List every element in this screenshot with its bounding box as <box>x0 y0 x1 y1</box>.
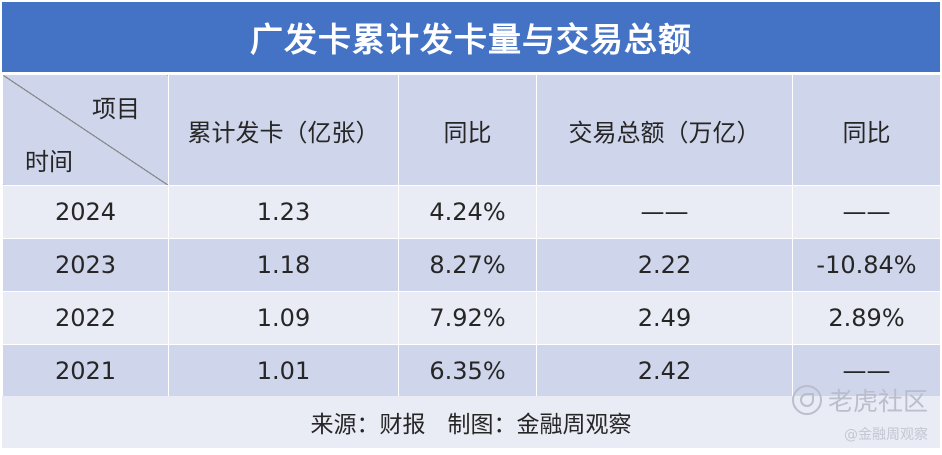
cell-cards-yoy: 4.24% <box>398 185 537 239</box>
cell-cards: 1.23 <box>168 185 399 239</box>
cell-cards-yoy: 7.92% <box>398 291 537 345</box>
cell-volume-yoy: —— <box>792 185 941 239</box>
header-row: 项目 时间 累计发卡（亿张） 同比 交易总额（万亿） 同比 <box>2 74 941 186</box>
corner-label-item: 项目 <box>92 95 140 123</box>
cell-cards: 1.01 <box>168 344 399 398</box>
cell-volume: 2.22 <box>536 238 793 292</box>
cell-year: 2024 <box>2 185 169 239</box>
cell-volume-yoy: -10.84% <box>792 238 941 292</box>
cell-year: 2023 <box>2 238 169 292</box>
cell-cards: 1.09 <box>168 291 399 345</box>
source-text: 来源：财报 制图：金融周观察 <box>310 412 632 438</box>
cell-cards: 1.18 <box>168 238 399 292</box>
cell-year: 2022 <box>2 291 169 345</box>
cell-volume-yoy: 2.89% <box>792 291 941 345</box>
source-footer: 来源：财报 制图：金融周观察 <box>2 396 940 448</box>
table-row: 2023 1.18 8.27% 2.22 -10.84% <box>2 238 941 292</box>
watermark-brand: 老虎社区 <box>827 387 928 416</box>
watermark-handle: @金融周观察 <box>844 427 928 443</box>
header-cards-yoy: 同比 <box>398 74 537 186</box>
cell-year: 2021 <box>2 344 169 398</box>
header-transaction-volume: 交易总额（万亿） <box>536 74 793 186</box>
header-cumulative-cards: 累计发卡（亿张） <box>168 74 399 186</box>
cell-cards-yoy: 6.35% <box>398 344 537 398</box>
cell-volume: 2.42 <box>536 344 793 398</box>
data-table: 项目 时间 累计发卡（亿张） 同比 交易总额（万亿） 同比 2024 1.23 … <box>2 74 941 398</box>
cell-volume: —— <box>536 185 793 239</box>
cell-cards-yoy: 8.27% <box>398 238 537 292</box>
table-row: 2024 1.23 4.24% —— —— <box>2 185 941 239</box>
tiger-community-logo-icon <box>791 385 822 415</box>
cell-volume: 2.49 <box>536 291 793 345</box>
watermark: 老虎社区 <box>791 382 928 418</box>
corner-header: 项目 时间 <box>2 74 169 186</box>
table-row: 2022 1.09 7.92% 2.49 2.89% <box>2 291 941 345</box>
corner-label-time: 时间 <box>25 148 73 176</box>
page-title: 广发卡累计发卡量与交易总额 <box>2 2 940 72</box>
header-volume-yoy: 同比 <box>792 74 941 186</box>
